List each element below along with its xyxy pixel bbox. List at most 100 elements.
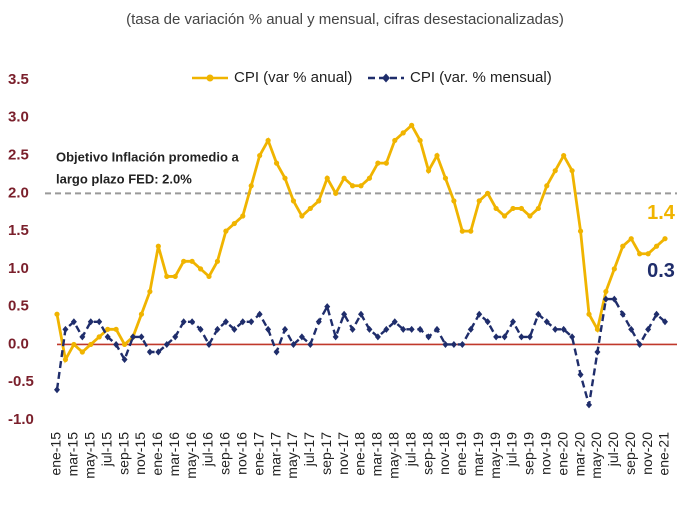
x-tick-label: jul-17 <box>301 432 317 467</box>
point <box>603 288 609 295</box>
point <box>526 333 533 341</box>
point <box>425 168 432 174</box>
x-tick-label: ene-20 <box>554 432 570 476</box>
point <box>290 198 297 204</box>
point <box>442 175 449 181</box>
x-tick-label: mar-18 <box>369 432 385 477</box>
point <box>172 333 179 341</box>
legend-label: CPI (var % anual) <box>234 69 352 86</box>
x-tick-label: jul-20 <box>605 432 621 467</box>
point <box>231 220 237 227</box>
point <box>391 318 398 326</box>
point <box>518 205 525 212</box>
point <box>476 310 483 318</box>
x-tick-label: nov-20 <box>639 432 655 475</box>
point <box>324 175 330 181</box>
point <box>316 198 322 204</box>
annotation: largo plazo FED: 2.0% <box>56 171 192 186</box>
point <box>611 295 618 303</box>
point <box>349 183 356 189</box>
x-tick-label: sep-19 <box>521 432 537 475</box>
point <box>138 311 145 317</box>
data-label: 1.4 <box>647 202 676 224</box>
point <box>569 333 576 341</box>
point <box>645 251 651 257</box>
legend-label: CPI (var. % mensual) <box>410 69 552 86</box>
point <box>561 152 567 159</box>
point <box>459 228 465 234</box>
point <box>87 318 94 326</box>
data-label: 0.3 <box>647 260 675 282</box>
point <box>408 325 415 333</box>
x-tick-label: ene-15 <box>48 432 64 476</box>
point <box>180 318 187 326</box>
point <box>324 303 331 311</box>
point <box>315 318 322 326</box>
point <box>425 333 432 341</box>
point <box>586 311 592 317</box>
annotation: Objetivo Inflación promedio a <box>56 149 240 164</box>
point <box>569 168 575 174</box>
x-tick-label: nov-15 <box>132 432 148 475</box>
point <box>121 341 128 348</box>
point <box>282 175 288 181</box>
x-tick-label: nov-16 <box>233 432 249 475</box>
point <box>485 190 491 196</box>
point <box>637 251 643 257</box>
point <box>484 318 491 326</box>
point <box>653 243 660 249</box>
x-tick-label: mar-16 <box>166 432 182 477</box>
point <box>450 340 457 348</box>
point <box>290 340 297 348</box>
point <box>299 213 305 219</box>
point <box>231 325 238 333</box>
point <box>239 318 246 326</box>
point <box>375 160 381 166</box>
point <box>552 325 559 333</box>
point <box>214 258 221 264</box>
x-tick-label: ene-21 <box>656 432 672 476</box>
point <box>451 198 457 204</box>
point <box>223 228 229 234</box>
point <box>54 386 60 394</box>
point <box>366 325 373 333</box>
x-tick-label: may-17 <box>284 432 300 479</box>
x-tick-label: sep-16 <box>217 432 233 475</box>
point <box>662 236 668 242</box>
point <box>62 325 69 333</box>
point <box>358 183 364 189</box>
point <box>383 160 389 166</box>
y-tick-label: 0.0 <box>8 335 29 352</box>
point <box>273 160 280 166</box>
point <box>155 243 161 249</box>
y-tick-label: 1.0 <box>8 260 29 277</box>
chart-subtitle: (tasa de variación % anual y mensual, ci… <box>126 11 564 28</box>
point <box>332 333 339 341</box>
point <box>374 333 381 341</box>
point <box>256 310 263 318</box>
point <box>459 340 466 348</box>
point <box>594 348 601 356</box>
point <box>298 333 305 341</box>
point <box>257 152 263 159</box>
point <box>172 273 178 280</box>
point <box>341 175 347 181</box>
point <box>197 325 204 333</box>
point <box>164 273 170 280</box>
point <box>645 325 652 333</box>
x-tick-label: mar-20 <box>571 432 587 477</box>
point <box>214 325 221 333</box>
x-tick-label: jul-15 <box>98 432 114 467</box>
y-tick-label: 3.5 <box>8 71 29 88</box>
point <box>130 333 136 341</box>
point <box>493 205 499 212</box>
x-tick-label: ene-18 <box>352 432 368 476</box>
point <box>417 137 423 144</box>
point <box>146 348 153 356</box>
point <box>434 152 440 159</box>
y-tick-label: 2.5 <box>8 147 29 164</box>
x-tick-label: jul-19 <box>504 432 520 467</box>
y-tick-label: -1.0 <box>8 411 34 428</box>
point <box>222 318 229 326</box>
